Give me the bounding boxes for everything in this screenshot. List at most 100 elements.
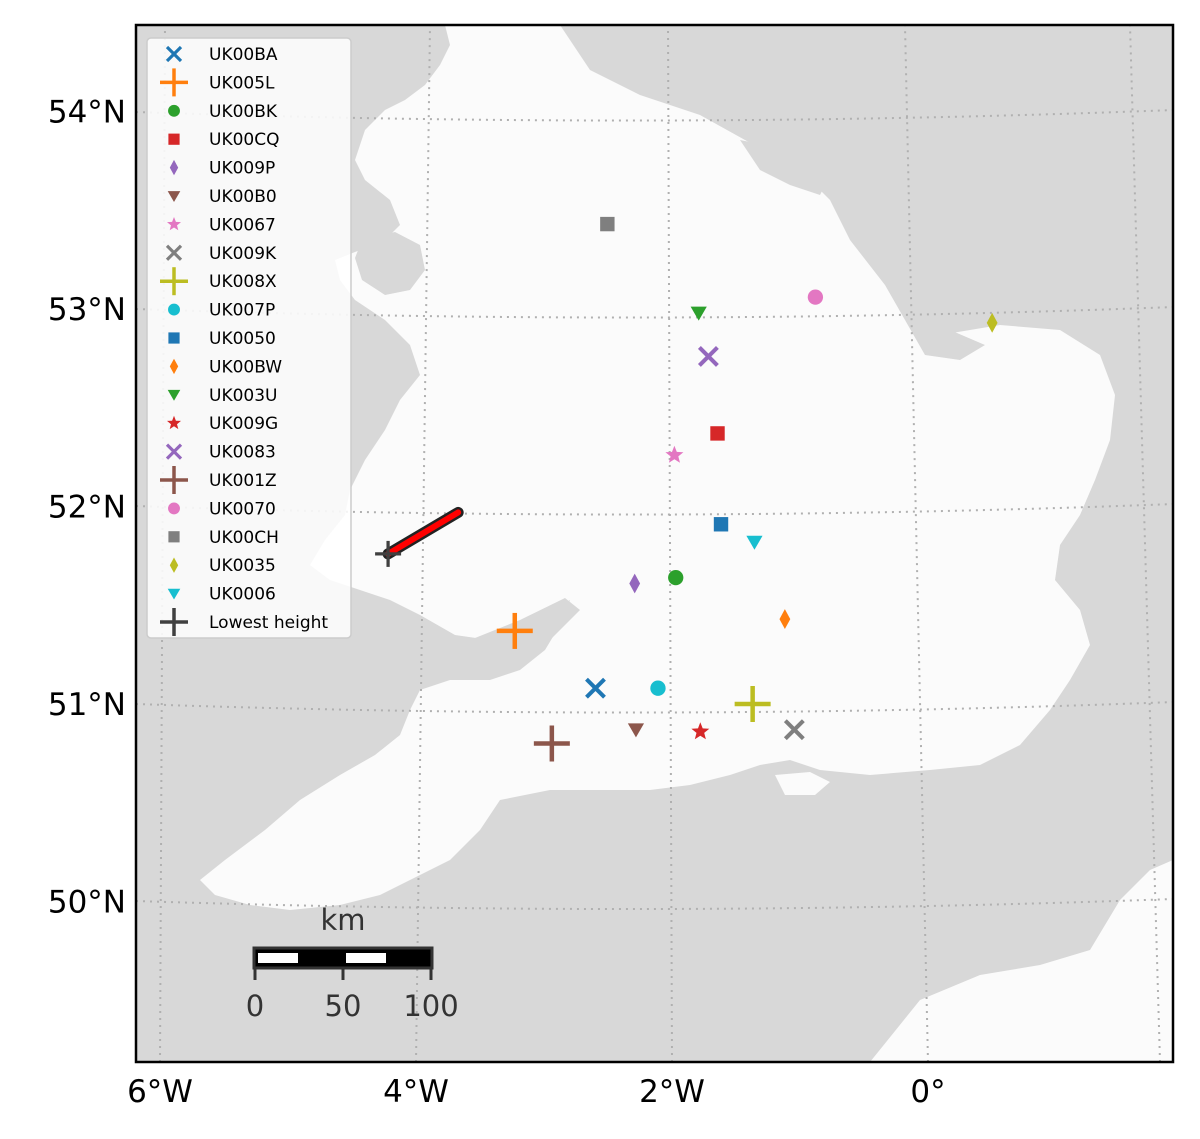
france-coast [870, 860, 1173, 1062]
marker-uk00cq [710, 426, 725, 441]
legend-label: Lowest height [209, 613, 328, 633]
legend-label: UK001Z [209, 471, 277, 491]
y-tick-label: 50°N [48, 885, 126, 921]
marker-uk008x [734, 686, 771, 722]
scale-bar: km 0 50 100 [246, 903, 459, 1023]
legend: UK00BA UK005L UK00BK UK00CQ UK009P UK00B0 UK00… [146, 37, 352, 639]
scale-bar-segment-3 [346, 953, 386, 963]
legend-marker-uk001z [160, 466, 188, 494]
marker-uk009p [629, 573, 641, 594]
legend-label: UK005L [209, 73, 275, 93]
legend-marker-uk00ba [165, 45, 183, 63]
legend-label: UK0006 [209, 585, 276, 605]
marker-uk0035 [986, 312, 998, 333]
gridline-lon-2e [1129, 25, 1161, 1062]
marker-uk0006 [746, 535, 763, 550]
gridline-lon-2w [667, 25, 673, 1062]
legend-label: UK009G [209, 414, 278, 434]
x-tick-label: 2°W [639, 1074, 705, 1110]
legend-label: UK008X [209, 272, 277, 292]
y-tick-label: 54°N [48, 95, 126, 131]
scale-bar-label-100: 100 [403, 989, 458, 1023]
legend-label: UK0050 [209, 329, 276, 349]
legend-label: UK0070 [209, 499, 276, 519]
basemap [200, 25, 1173, 1062]
legend-label: UK00BW [209, 357, 282, 377]
legend-items: UK00BA UK005L UK00BK UK00CQ UK009P UK00B0 UK00… [160, 45, 328, 636]
humber-estuary [740, 140, 830, 195]
path-layer [382, 506, 464, 560]
legend-label: UK003U [209, 386, 277, 406]
marker-uk0070 [807, 289, 824, 305]
legend-marker-uk008x [160, 267, 188, 296]
legend-marker-uk005l [160, 68, 188, 97]
x-tick-label: 6°W [127, 1074, 193, 1110]
plot-frame [134, 23, 1175, 1064]
legend-marker-uk009k [165, 244, 183, 261]
legend-marker-uk00b0 [167, 191, 181, 202]
legend-label: UK0083 [209, 443, 276, 463]
legend-label: UK00BA [209, 45, 278, 65]
marker-uk00ch [600, 216, 615, 232]
x-tick-label: 4°W [383, 1074, 449, 1110]
marker-uk007p [650, 680, 666, 696]
marker-uk003u [690, 306, 707, 321]
legend-marker-uk009p [169, 159, 179, 176]
scale-bar-segment-2 [302, 953, 342, 963]
the-wash [905, 320, 985, 360]
marker-uk00ba [585, 677, 606, 699]
legend-label: UK009K [209, 244, 277, 264]
legend-marker-uk0067 [167, 217, 181, 231]
legend-marker-uk00ch [168, 531, 180, 543]
x-tick-label: 0° [910, 1074, 945, 1110]
y-tick-label: 53°N [48, 292, 126, 328]
legend-label: UK0035 [209, 556, 276, 576]
gridline-lon-0 [904, 25, 929, 1062]
marker-uk001z [533, 725, 570, 762]
legend-box [146, 37, 352, 639]
marker-uk009k [783, 719, 805, 741]
legend-label: UK00CQ [209, 130, 279, 150]
marker-uk00bk [668, 569, 684, 586]
gridline-lon-4w [415, 25, 431, 1062]
legend-marker-uk0083 [165, 443, 183, 460]
path-line [385, 509, 462, 557]
legend-label: UK00B0 [209, 187, 277, 207]
marker-uk0083 [697, 345, 719, 367]
isle-of-wight [775, 772, 830, 795]
marker-lowest-height [375, 540, 402, 567]
marker-uk0050 [713, 517, 729, 532]
scale-bar-segment-1 [258, 953, 298, 963]
legend-marker-uk0035 [169, 557, 179, 573]
anglesey-island [355, 232, 425, 295]
legend-marker-uk00cq [168, 133, 180, 145]
isle-of-man [410, 30, 440, 55]
y-tick-label: 52°N [48, 490, 126, 526]
station-markers [375, 216, 998, 762]
legend-label: UK009P [209, 159, 275, 179]
legend-label: UK00BK [209, 102, 278, 122]
legend-label: UK007P [209, 301, 275, 321]
legend-marker-uk00bw [169, 358, 179, 375]
legend-marker-uk00bk [168, 104, 180, 117]
legend-marker-uk0050 [168, 332, 180, 344]
legend-label: UK0067 [209, 215, 276, 235]
marker-uk00b0 [627, 723, 645, 738]
legend-marker-uk007p [168, 303, 180, 316]
legend-marker-lowest-height [160, 608, 188, 636]
scale-bar-unit: km [320, 903, 365, 937]
legend-marker-uk0070 [168, 502, 180, 515]
england-wales-landmass [200, 25, 1115, 910]
x-axis-ticks: 6°W 4°W 2°W 0° [127, 1074, 946, 1110]
marker-uk00bw [779, 609, 791, 629]
marker-uk009g [691, 722, 710, 740]
marker-uk005l [496, 612, 533, 649]
scale-bar-label-0: 0 [246, 989, 264, 1023]
scale-bar-segment-4 [390, 953, 428, 963]
y-axis-ticks: 50°N 51°N 52°N 53°N 54°N [48, 95, 126, 921]
legend-marker-uk003u [167, 389, 181, 401]
legend-label: UK00CH [209, 528, 279, 548]
legend-marker-uk009g [167, 415, 181, 430]
scale-bar-label-50: 50 [325, 989, 362, 1023]
